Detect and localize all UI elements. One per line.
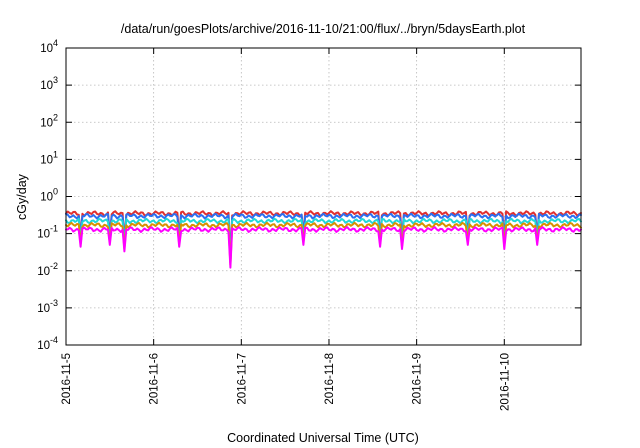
y-axis-label: cGy/day: [15, 173, 29, 220]
series-lines: [65, 210, 582, 269]
y-tick-label: 101: [40, 149, 58, 166]
y-tick-label: 102: [40, 112, 58, 129]
series-line: [65, 217, 582, 264]
series-line: [65, 212, 582, 261]
y-tick-label: 10-3: [37, 298, 58, 315]
y-tick-label: 10-1: [37, 224, 58, 241]
y-axis: 10-4 10-3 10-2 10-1 100 101 102 103 104: [37, 38, 581, 352]
x-axis-label: Coordinated Universal Time (UTC): [227, 431, 419, 445]
y-tick-label: 103: [40, 75, 58, 92]
y-tick-label: 100: [40, 187, 58, 204]
series-line: [65, 221, 582, 266]
x-tick-label: 2016-11-7: [236, 353, 248, 405]
grid-lines: [66, 48, 581, 345]
x-tick-label: 2016-11-9: [412, 353, 424, 405]
x-tick-label: 2016-11-10: [499, 353, 511, 411]
y-tick-label: 10-4: [37, 335, 58, 352]
series-line: [65, 226, 582, 269]
x-tick-label: 2016-11-5: [61, 353, 73, 405]
y-tick-label: 10-2: [37, 261, 58, 278]
y-tick-label: 104: [40, 38, 58, 55]
x-axis: 2016-11-5 2016-11-6 2016-11-7 2016-11-8 2016…: [61, 48, 511, 411]
chart-title: /data/run/goesPlots/archive/2016-11-10/2…: [121, 22, 526, 36]
x-tick-label: 2016-11-8: [324, 353, 336, 405]
x-tick-label: 2016-11-6: [149, 353, 161, 405]
